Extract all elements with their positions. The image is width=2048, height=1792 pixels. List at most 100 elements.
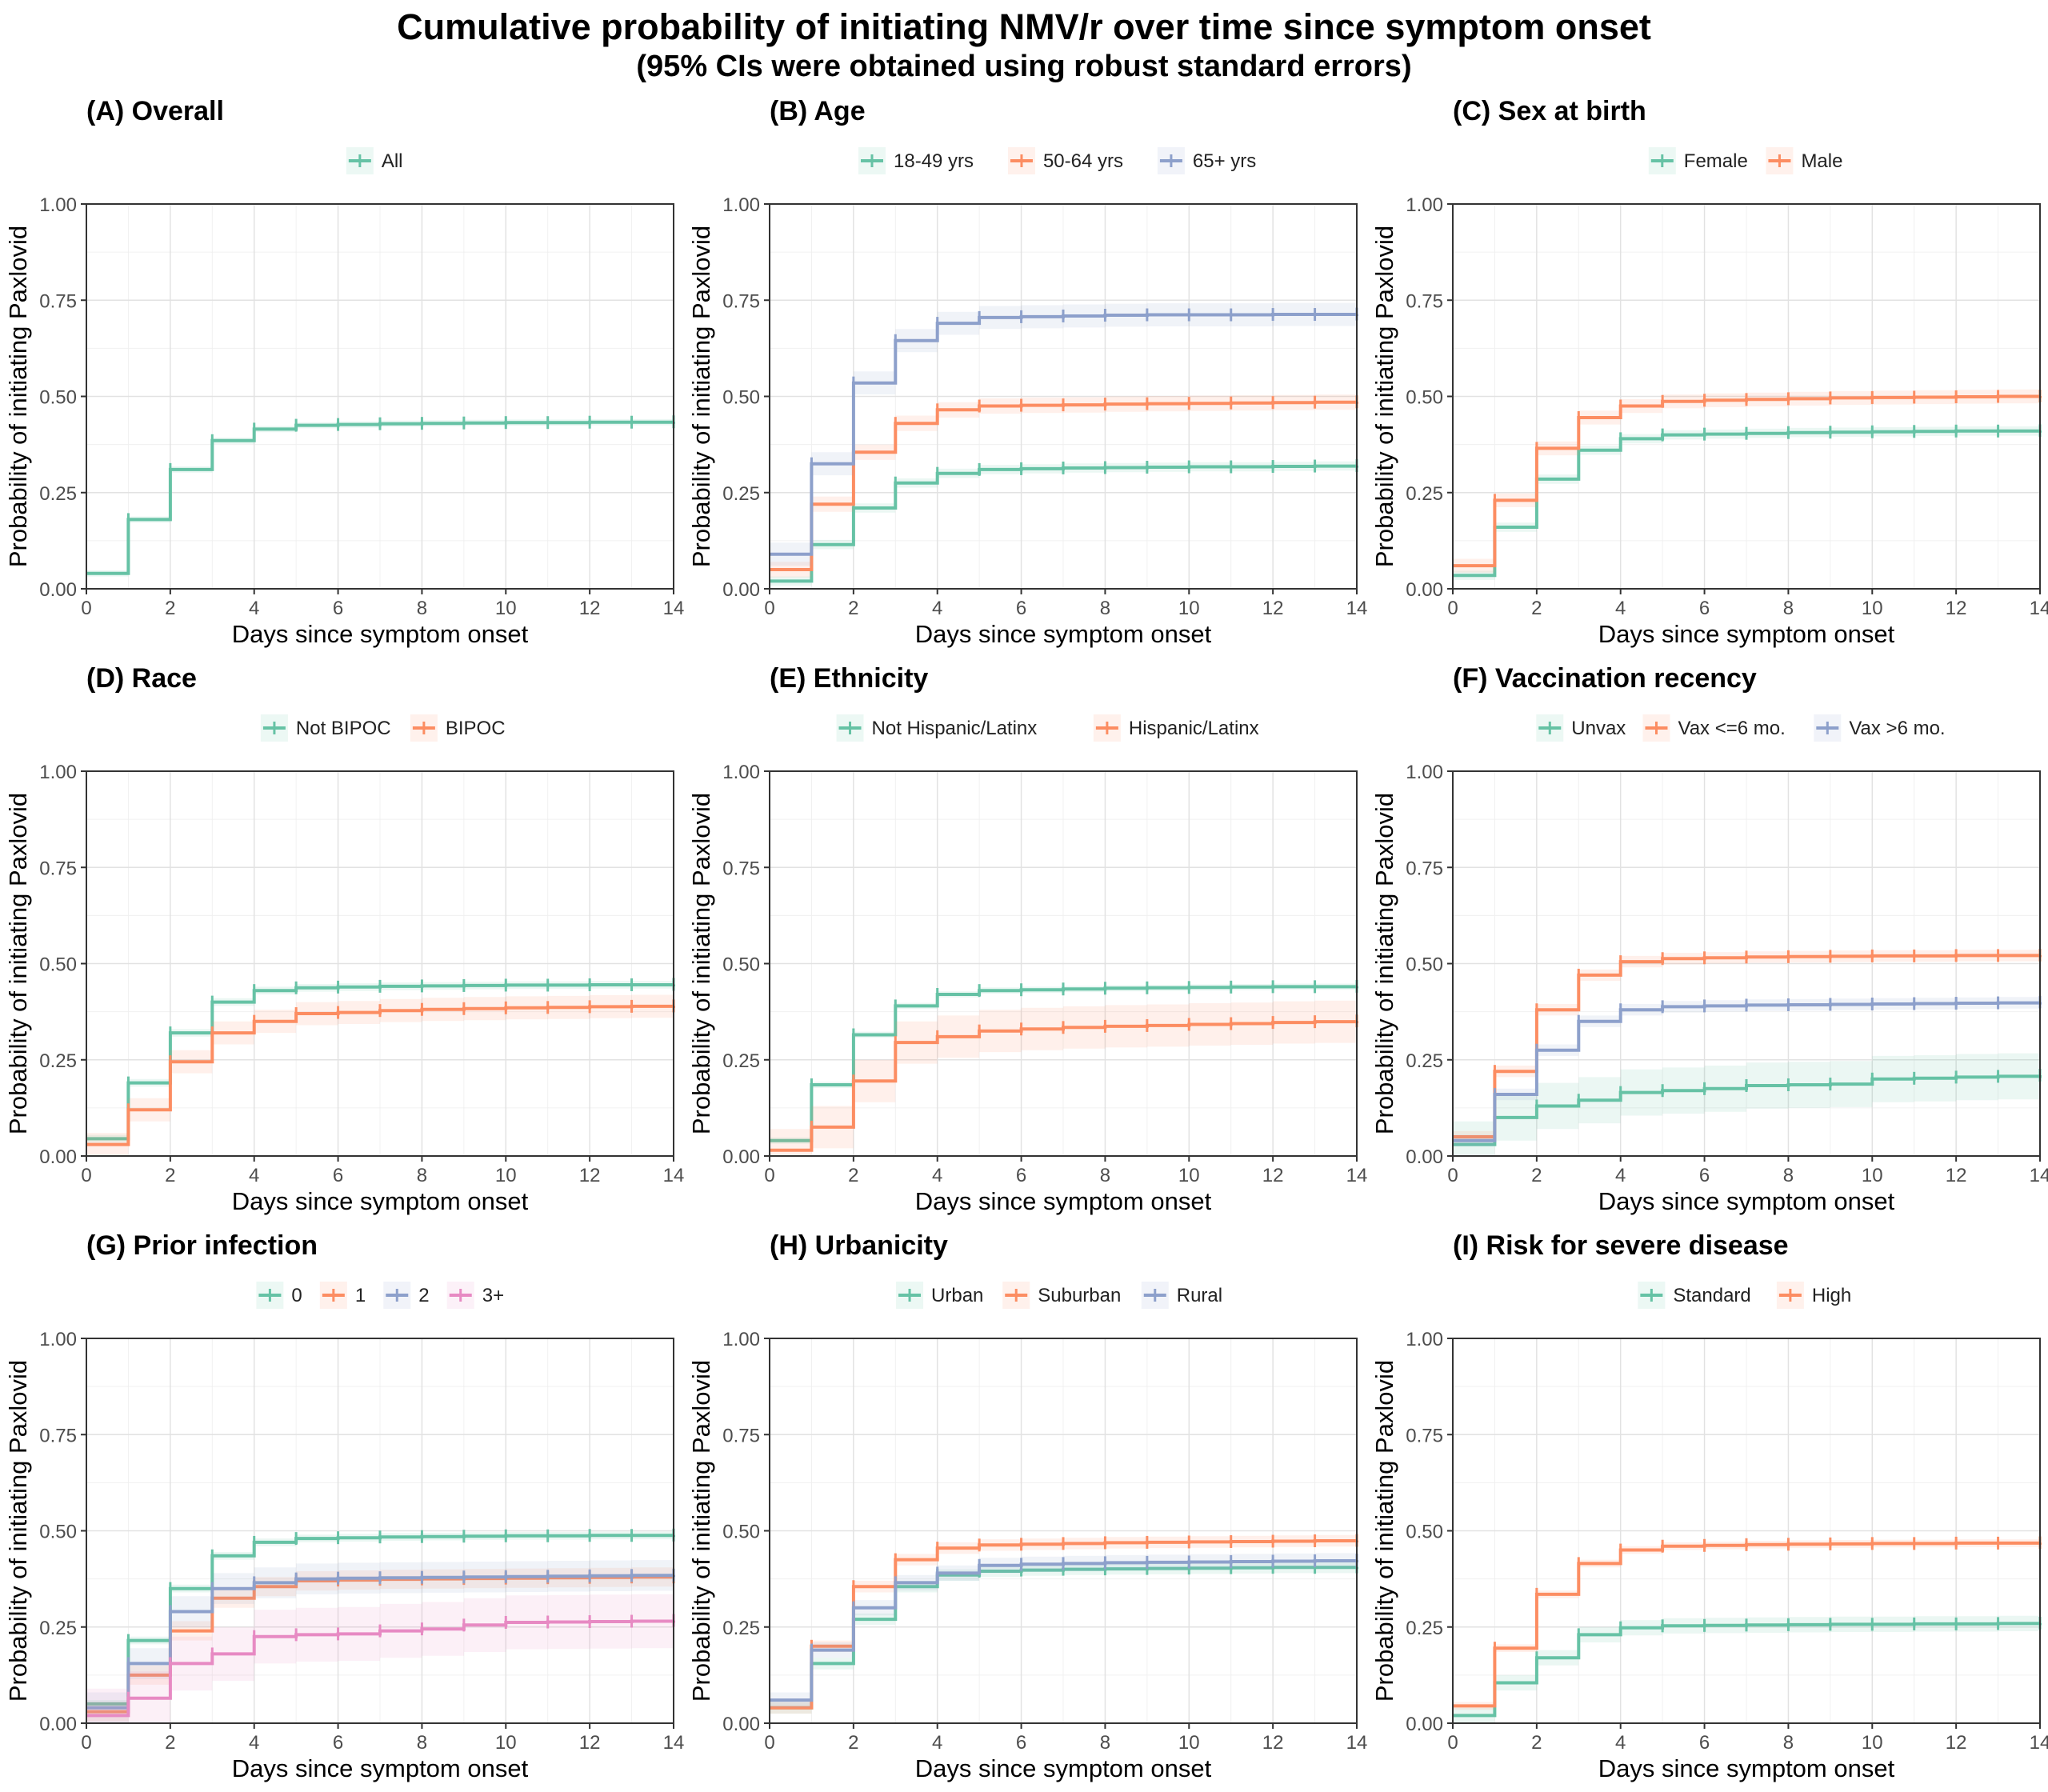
chart-panel-8: (H) Urbanicity Urban Suburban Rural 0.00 0.25… <box>687 1230 1367 1782</box>
y-tick-label: 0.50 <box>1406 954 1443 976</box>
panel-title: (C) Sex at birth <box>1453 96 1646 126</box>
panel-title: (G) Prior infection <box>86 1230 318 1261</box>
x-tick-label: 8 <box>1100 1732 1110 1754</box>
y-tick-label: 0.50 <box>1406 1522 1443 1543</box>
ci-band <box>86 1567 674 1722</box>
x-tick-label: 8 <box>417 1165 427 1186</box>
x-tick-label: 14 <box>2030 1732 2048 1754</box>
y-tick-label: 0.25 <box>1406 1050 1443 1072</box>
y-axis-label: Probability of initiating Paxlovid <box>687 1360 715 1702</box>
y-axis-label: Probability of initiating Paxlovid <box>4 1360 32 1702</box>
x-tick-label: 14 <box>663 598 685 619</box>
y-axis-label: Probability of initiating Paxlovid <box>687 226 715 567</box>
legend-label: Vax >6 mo. <box>1849 718 1945 739</box>
chart-panel-1: (A) Overall All 0.00 0.25 0.50 0.75 1.00 0 2 4 6 8 1… <box>4 96 684 648</box>
x-tick-label: 14 <box>663 1732 685 1754</box>
chart-panel-5: (E) Ethnicity Not Hispanic/Latinx Hispanic… <box>687 663 1367 1215</box>
x-tick-label: 14 <box>1346 598 1368 619</box>
y-tick-label: 0.75 <box>722 858 760 879</box>
y-tick-label: 0.50 <box>722 954 760 976</box>
legend-label: Hispanic/Latinx <box>1129 718 1259 739</box>
ci-band <box>86 994 674 1156</box>
panel-title: (F) Vaccination recency <box>1453 663 1757 694</box>
x-axis-label: Days since symptom onset <box>915 1754 1212 1782</box>
x-axis-label: Days since symptom onset <box>915 1187 1212 1215</box>
x-axis-label: Days since symptom onset <box>232 620 529 648</box>
y-tick-label: 1.00 <box>39 194 77 216</box>
x-tick-label: 2 <box>165 1732 175 1754</box>
y-tick-label: 0.75 <box>39 1425 77 1446</box>
legend-label: Suburban <box>1038 1285 1121 1306</box>
ci-band <box>770 999 1357 1156</box>
legend: All <box>346 147 403 174</box>
x-tick-label: 6 <box>1699 1165 1710 1186</box>
x-tick-label: 6 <box>333 1165 343 1186</box>
y-axis-label: Probability of initiating Paxlovid <box>4 226 32 567</box>
y-tick-label: 0.00 <box>722 1146 760 1168</box>
x-tick-label: 4 <box>1615 1165 1626 1186</box>
y-tick-label: 0.50 <box>39 954 77 976</box>
y-tick-label: 0.50 <box>39 387 77 409</box>
y-tick-label: 0.75 <box>722 290 760 312</box>
x-tick-label: 12 <box>1946 1732 1967 1754</box>
legend-label: 65+ yrs <box>1193 150 1256 172</box>
legend: Unvax Vax <=6 mo. Vax >6 mo. <box>1536 714 1946 742</box>
x-tick-label: 10 <box>495 598 517 619</box>
legend-label: Male <box>1801 150 1842 172</box>
y-tick-label: 1.00 <box>1406 194 1443 216</box>
legend-label: BIPOC <box>446 718 506 739</box>
legend-label: Unvax <box>1571 718 1626 739</box>
x-tick-label: 10 <box>1178 598 1200 619</box>
x-tick-label: 2 <box>848 1165 858 1186</box>
panel-title: (D) Race <box>86 663 197 694</box>
legend-label: All <box>382 150 403 172</box>
y-tick-label: 0.00 <box>39 579 77 601</box>
legend: 0 1 2 3+ <box>256 1282 504 1309</box>
x-axis-label: Days since symptom onset <box>232 1187 529 1215</box>
x-tick-label: 4 <box>249 598 259 619</box>
x-tick-label: 14 <box>2030 598 2048 619</box>
y-tick-label: 0.50 <box>722 387 760 409</box>
x-tick-label: 6 <box>1016 1732 1026 1754</box>
legend: Female Male <box>1648 147 1842 174</box>
legend-label: 2 <box>418 1285 429 1306</box>
panel-title: (E) Ethnicity <box>770 663 928 694</box>
x-tick-label: 6 <box>333 598 343 619</box>
figure-title: Cumulative probability of initiating NMV… <box>397 6 1651 47</box>
y-tick-label: 0.25 <box>39 1050 77 1072</box>
legend: Standard High <box>1638 1282 1851 1309</box>
x-tick-label: 2 <box>1531 1732 1542 1754</box>
x-tick-label: 8 <box>1783 1165 1794 1186</box>
x-tick-label: 8 <box>417 1732 427 1754</box>
x-tick-label: 6 <box>1016 1165 1026 1186</box>
y-tick-label: 1.00 <box>722 762 760 783</box>
x-tick-label: 10 <box>1862 598 1883 619</box>
panel-title: (B) Age <box>770 96 866 126</box>
x-tick-label: 14 <box>2030 1165 2048 1186</box>
chart-panel-9: (I) Risk for severe disease Standard High 0… <box>1370 1230 2048 1782</box>
legend-label: High <box>1812 1285 1851 1306</box>
y-tick-label: 0.50 <box>39 1522 77 1543</box>
ci-band <box>770 1552 1357 1708</box>
y-tick-label: 0.00 <box>39 1146 77 1168</box>
legend-label: 50-64 yrs <box>1043 150 1123 172</box>
x-axis-label: Days since symptom onset <box>915 620 1212 648</box>
chart-panel-6: (F) Vaccination recency Unvax Vax <=6 mo. V… <box>1370 663 2048 1215</box>
ci-band <box>86 1559 674 1723</box>
y-axis-label: Probability of initiating Paxlovid <box>1370 1360 1398 1702</box>
legend-label: 0 <box>291 1285 302 1306</box>
y-tick-label: 0.75 <box>1406 1425 1443 1446</box>
y-tick-label: 0.25 <box>722 483 760 505</box>
y-tick-label: 0.25 <box>1406 483 1443 505</box>
x-tick-label: 4 <box>932 1732 942 1754</box>
chart-panel-3: (C) Sex at birth Female Male 0.00 0.25 0.50 0.… <box>1370 96 2048 648</box>
y-tick-label: 0.75 <box>39 858 77 879</box>
x-tick-label: 0 <box>1447 1732 1458 1754</box>
panel-title: (I) Risk for severe disease <box>1453 1230 1789 1261</box>
legend: Not BIPOC BIPOC <box>260 714 506 742</box>
y-tick-label: 1.00 <box>1406 762 1443 783</box>
y-tick-label: 1.00 <box>39 1329 77 1350</box>
legend-label: Standard <box>1673 1285 1750 1306</box>
